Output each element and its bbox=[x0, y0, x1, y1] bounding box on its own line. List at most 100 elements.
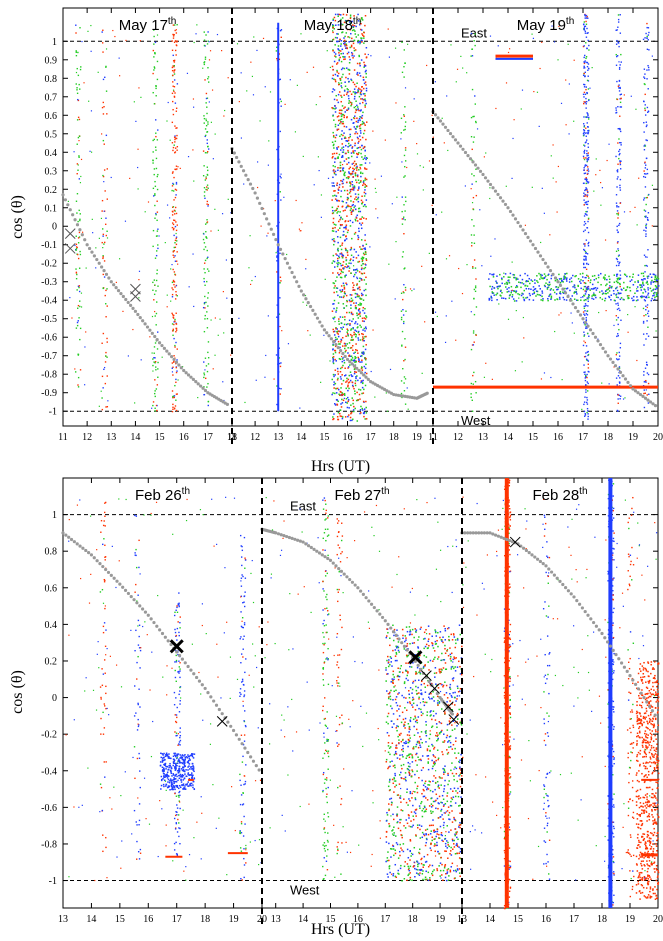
data-point bbox=[243, 720, 245, 722]
data-point bbox=[346, 215, 348, 217]
data-point bbox=[338, 256, 341, 259]
data-point bbox=[340, 156, 343, 158]
model-point bbox=[631, 387, 635, 391]
data-point bbox=[174, 775, 176, 777]
data-point bbox=[279, 78, 282, 81]
data-point bbox=[219, 318, 221, 320]
data-point bbox=[434, 81, 436, 83]
data-point bbox=[362, 353, 365, 355]
data-point bbox=[173, 760, 175, 762]
data-point bbox=[334, 382, 337, 385]
data-point bbox=[336, 276, 338, 278]
data-point bbox=[360, 109, 362, 111]
data-point bbox=[586, 401, 588, 404]
data-point bbox=[647, 110, 650, 112]
data-point bbox=[645, 226, 647, 228]
data-point bbox=[337, 241, 339, 244]
data-point bbox=[584, 285, 587, 288]
data-point bbox=[76, 289, 78, 291]
data-point bbox=[617, 26, 619, 28]
data-point bbox=[350, 313, 353, 315]
data-point bbox=[214, 133, 216, 135]
data-point bbox=[340, 109, 342, 111]
data-point bbox=[616, 178, 619, 180]
data-point bbox=[204, 135, 206, 138]
data-point bbox=[240, 681, 243, 683]
data-point bbox=[586, 288, 589, 291]
data-point bbox=[563, 278, 566, 280]
data-point bbox=[333, 266, 336, 268]
data-point bbox=[357, 39, 360, 42]
data-point bbox=[262, 37, 265, 40]
data-point bbox=[359, 377, 361, 379]
data-point bbox=[332, 344, 334, 346]
model-point bbox=[646, 398, 650, 402]
streak bbox=[239, 534, 247, 881]
data-point bbox=[239, 830, 241, 832]
data-point bbox=[269, 91, 272, 93]
data-point bbox=[206, 186, 208, 188]
data-point bbox=[586, 15, 588, 18]
data-point bbox=[104, 190, 106, 192]
data-point bbox=[352, 189, 355, 191]
data-point bbox=[599, 296, 602, 299]
plot-frame bbox=[62, 7, 659, 427]
data-point bbox=[176, 627, 179, 630]
data-point bbox=[552, 177, 554, 179]
data-point bbox=[644, 104, 646, 106]
data-point bbox=[181, 754, 184, 756]
data-point bbox=[349, 323, 351, 325]
data-point bbox=[344, 343, 347, 345]
y-tick-label: 0.7 bbox=[45, 92, 58, 103]
data-point bbox=[348, 270, 350, 272]
data-point bbox=[336, 33, 338, 35]
data-point bbox=[177, 671, 179, 673]
model-point bbox=[232, 151, 236, 155]
data-point bbox=[548, 284, 550, 286]
data-point bbox=[363, 157, 366, 159]
data-point bbox=[275, 50, 278, 52]
data-point bbox=[358, 230, 360, 233]
data-point bbox=[334, 198, 337, 200]
data-point bbox=[558, 296, 561, 299]
data-point bbox=[77, 285, 80, 287]
data-point bbox=[171, 783, 174, 786]
data-point bbox=[352, 201, 355, 203]
data-point bbox=[363, 42, 365, 44]
data-point bbox=[349, 14, 352, 16]
data-point bbox=[650, 299, 653, 302]
data-point bbox=[155, 149, 157, 151]
data-point bbox=[587, 168, 589, 170]
data-point bbox=[546, 278, 548, 281]
data-point bbox=[203, 195, 206, 197]
model-point bbox=[496, 192, 500, 197]
data-point bbox=[139, 667, 141, 669]
data-point bbox=[547, 299, 549, 302]
data-point bbox=[346, 265, 349, 267]
data-point bbox=[101, 199, 104, 202]
data-point bbox=[339, 415, 342, 417]
data-point bbox=[350, 128, 352, 131]
data-point bbox=[360, 22, 362, 25]
data-point bbox=[171, 330, 174, 332]
data-point bbox=[105, 836, 107, 839]
data-point bbox=[168, 781, 171, 784]
data-point bbox=[637, 299, 639, 301]
data-point bbox=[585, 304, 587, 307]
model-point bbox=[116, 289, 121, 293]
data-point bbox=[353, 88, 356, 90]
data-point bbox=[75, 235, 77, 237]
data-point bbox=[172, 37, 175, 39]
data-point bbox=[339, 119, 342, 121]
data-point bbox=[332, 353, 335, 355]
data-point bbox=[157, 129, 159, 131]
data-point bbox=[352, 265, 355, 267]
data-point bbox=[353, 126, 356, 128]
data-point bbox=[617, 302, 619, 304]
data-point bbox=[646, 124, 648, 126]
data-point bbox=[173, 66, 175, 68]
data-point bbox=[645, 121, 648, 123]
model-point bbox=[276, 243, 280, 247]
data-point bbox=[341, 289, 344, 291]
data-point bbox=[334, 358, 336, 361]
